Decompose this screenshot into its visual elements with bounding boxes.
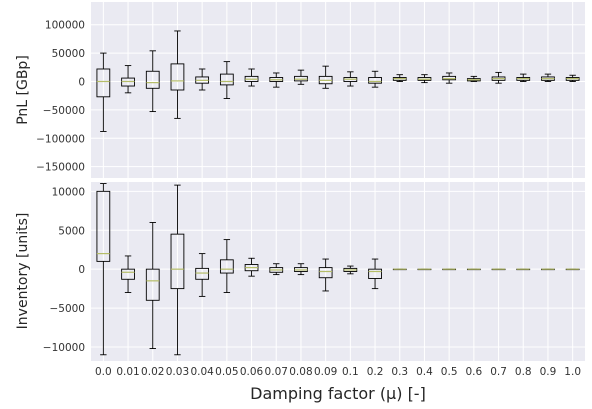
inv-box-0.7: [491, 268, 506, 271]
x-tick-label: 0.07: [265, 366, 288, 378]
inv-box-0.04: [195, 253, 210, 297]
box-iqr: [145, 70, 160, 89]
x-tick-label: 0.05: [215, 366, 238, 378]
inv-box-0.02: [145, 222, 160, 349]
pnl-ytick-label: 0: [78, 76, 85, 88]
inventory-ytick-labels: −10000 −5000 0 5000 10000: [43, 186, 85, 354]
inv-box-0.9: [541, 268, 555, 271]
pnl-box-0.7: [491, 71, 506, 84]
pnl-ytick-label: 100000: [45, 20, 85, 32]
box-iqr: [121, 268, 135, 280]
box-iqr: [96, 68, 111, 98]
inventory-plot-area: [91, 182, 585, 361]
x-tick-label: 0.03: [166, 366, 189, 378]
box-iqr: [145, 268, 160, 301]
box-iqr: [219, 259, 234, 274]
x-tick-label: 0.06: [240, 366, 264, 378]
inv-box-0.06: [244, 257, 259, 277]
x-tick-label: 0.04: [190, 366, 214, 378]
pnl-box-0.1: [343, 71, 358, 87]
pnl-box-0.04: [195, 68, 210, 91]
pnl-ytick-label: −150000: [36, 162, 85, 174]
pnl-ylabel: PnL [GBp]: [15, 55, 31, 125]
inv-ytick-label: 5000: [58, 225, 85, 237]
pnl-box-0.07: [269, 72, 284, 88]
inv-box-0.6: [466, 268, 481, 271]
inv-box-0.5: [442, 268, 457, 271]
inv-box-0.8: [516, 268, 531, 271]
pnl-grid: [91, 2, 585, 178]
inv-box-0.05: [219, 239, 234, 293]
x-tick-label: 0.2: [367, 366, 384, 378]
inventory-ylabel: Inventory [units]: [15, 213, 31, 330]
inv-box-0.08: [294, 263, 308, 276]
x-tick-label: 0.0: [95, 366, 112, 378]
x-tick-label: 0.5: [441, 366, 458, 378]
pnl-box-0.4: [417, 74, 432, 84]
x-tick-label: 0.01: [116, 366, 139, 378]
pnl-plot-area: [91, 2, 585, 178]
pnl-box-0.06: [244, 68, 259, 87]
inv-box-0.01: [121, 255, 135, 293]
x-tick-label: 0.1: [342, 366, 359, 378]
inv-ytick-label: −10000: [43, 342, 85, 354]
pnl-box-0.0: [96, 52, 111, 132]
inv-box-0.2: [368, 258, 382, 290]
pnl-box-1.0: [565, 74, 580, 82]
x-tick-label: 0.3: [391, 366, 408, 378]
pnl-box-0.8: [516, 73, 531, 82]
pnl-ytick-labels: −150000 −100000 −50000 0 50000 100000: [36, 20, 85, 174]
inv-box-0.4: [417, 268, 432, 271]
inv-box-1.0: [565, 268, 580, 271]
x-tick-label: 1.0: [564, 366, 581, 378]
pnl-box-0.2: [368, 70, 382, 88]
inv-box-0.1: [343, 265, 358, 275]
x-tick-labels: 0.0 0.01 0.02 0.03 0.04 0.05 0.06 0.07 0.08 0.09 0…: [95, 366, 581, 378]
x-tick-label: 0.08: [289, 366, 312, 378]
inv-box-0.07: [269, 263, 284, 276]
inv-ytick-label: −5000: [49, 303, 85, 315]
box-iqr: [219, 73, 234, 86]
box-iqr: [318, 267, 333, 279]
pnl-box-0.3: [392, 74, 407, 82]
inv-ytick-label: 10000: [52, 186, 85, 198]
x-axis-label: Damping factor (μ) [-]: [250, 384, 426, 403]
pnl-box-0.09: [318, 65, 333, 89]
inv-box-0.3: [392, 268, 407, 271]
inv-ytick-label: 0: [78, 264, 85, 276]
box-iqr: [368, 77, 382, 84]
pnl-ytick-label: 50000: [52, 48, 85, 60]
x-tick-label: 0.09: [314, 366, 337, 378]
box-iqr: [170, 233, 185, 290]
x-tick-label: 0.9: [540, 366, 557, 378]
pnl-box-0.08: [294, 69, 308, 85]
x-tick-label: 0.8: [515, 366, 532, 378]
pnl-box-0.02: [145, 50, 160, 113]
pnl-panel: −150000 −100000 −50000 0 50000 100000 PnL [GB…: [15, 2, 585, 178]
x-tick-label: 0.7: [490, 366, 507, 378]
pnl-boxes: [96, 30, 580, 132]
inv-box-0.0: [96, 183, 111, 356]
pnl-box-0.01: [121, 65, 135, 94]
x-tick-label: 0.4: [416, 366, 433, 378]
pnl-ytick-label: −100000: [36, 133, 85, 145]
x-tick-label: 0.02: [141, 366, 164, 378]
pnl-box-0.9: [541, 73, 555, 82]
box-iqr: [170, 63, 185, 91]
pnl-box-0.5: [442, 72, 457, 84]
x-tick-label: 0.6: [465, 366, 482, 378]
inv-box-0.09: [318, 258, 333, 292]
pnl-box-0.03: [170, 30, 185, 119]
pnl-ytick-label: −50000: [43, 105, 85, 117]
box-iqr: [96, 190, 111, 262]
box-iqr: [195, 267, 210, 280]
inventory-boxes: [96, 183, 580, 356]
box-iqr: [368, 268, 382, 279]
pnl-box-0.05: [219, 61, 234, 99]
inv-box-0.03: [170, 184, 185, 356]
pnl-box-0.6: [466, 75, 481, 82]
